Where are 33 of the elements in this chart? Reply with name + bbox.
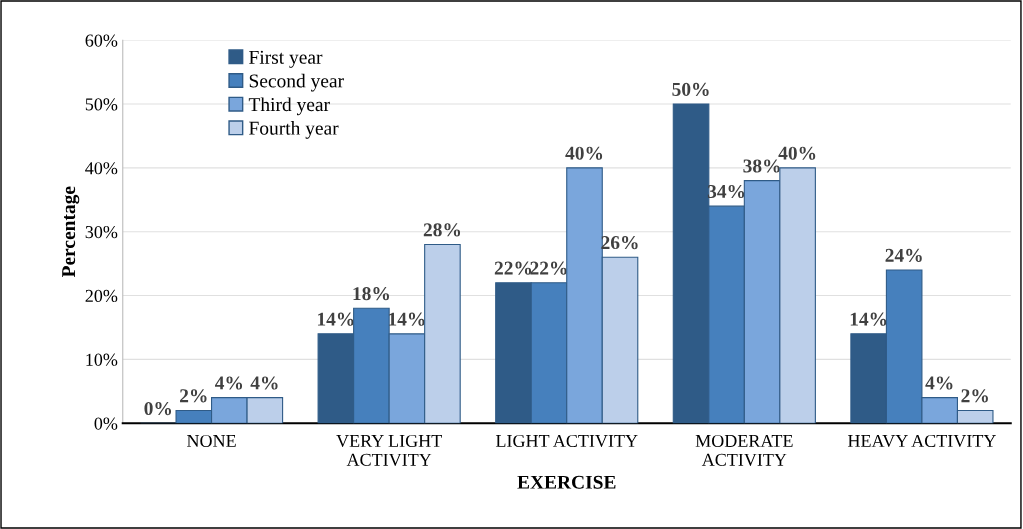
legend-label: Fourth year	[249, 121, 339, 139]
y-tick-label: 50%	[85, 98, 118, 111]
y-tick-label: 10%	[86, 353, 118, 366]
y-axis-title: Percentage	[62, 186, 80, 278]
legend-label: Second year	[249, 73, 344, 92]
data-label: 4%	[215, 376, 243, 390]
data-label: 50%	[672, 82, 709, 96]
data-label: 4%	[250, 376, 278, 390]
x-tick-label: LIGHT ACTIVITY	[495, 434, 638, 448]
data-label: 40%	[565, 146, 603, 160]
data-label: 2%	[180, 389, 207, 403]
data-label: 40%	[778, 146, 816, 160]
data-label: 24%	[885, 248, 922, 262]
data-label: 4%	[925, 376, 953, 390]
y-tick-label: 40%	[85, 162, 118, 175]
x-axis-title: EXERCISE	[517, 475, 616, 489]
y-tick-label: 60%	[85, 34, 118, 47]
y-tick-label: 30%	[85, 225, 118, 239]
legend-label: First year	[249, 50, 323, 68]
data-label: 18%	[353, 287, 390, 301]
data-label: 0%	[144, 401, 172, 416]
data-label: 2%	[961, 389, 988, 403]
x-tick-label: NONE	[187, 434, 236, 448]
y-tick-label: 0%	[94, 417, 118, 430]
data-label: 28%	[423, 223, 461, 237]
legend-label: Third year	[248, 97, 330, 116]
data-label: 38%	[743, 159, 780, 173]
data-label: 14%	[850, 312, 887, 326]
x-tick-label: HEAVY ACTIVITY	[847, 434, 996, 448]
y-tick-label: 20%	[85, 289, 118, 303]
x-tick-label: MODERATE ACTIVITY	[695, 434, 793, 466]
x-tick-label: VERY LIGHT ACTIVITY	[336, 434, 442, 466]
data-label: 22%	[494, 261, 532, 275]
